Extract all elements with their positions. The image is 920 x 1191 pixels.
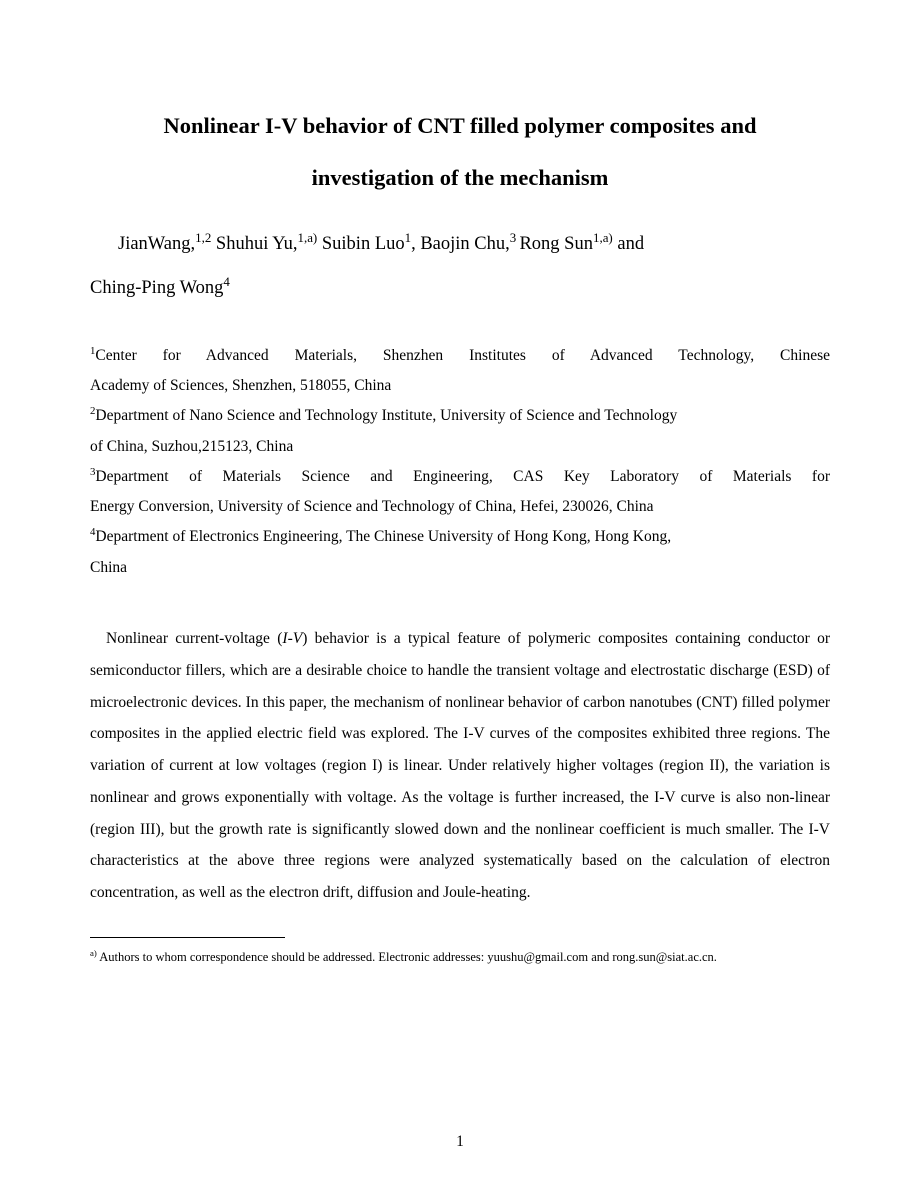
affiliation-2-line2: of China, Suzhou,215123, China — [90, 432, 830, 462]
affiliation-1-line1: 1Center for Advanced Materials, Shenzhen… — [90, 341, 830, 371]
aff-2-text1: Department of Nano Science and Technolog… — [95, 407, 677, 424]
abstract-text-b: ) behavior is a typical feature of polym… — [90, 630, 830, 901]
affiliation-2-line1: 2Department of Nano Science and Technolo… — [90, 401, 830, 431]
footnote-block: a) Authors to whom correspondence should… — [90, 946, 830, 967]
abstract-block: Nonlinear current-voltage (I-V) behavior… — [90, 623, 830, 909]
authors-line-1: JianWang,1,2 Shuhui Yu,1,a) Suibin Luo1,… — [90, 222, 830, 267]
authors-block: JianWang,1,2 Shuhui Yu,1,a) Suibin Luo1,… — [90, 222, 830, 311]
footnote-text: Authors to whom correspondence should be… — [97, 950, 717, 964]
title-line-1: Nonlinear I-V behavior of CNT filled pol… — [90, 100, 830, 152]
author-5-sup: 1,a) — [593, 230, 613, 245]
author-3-name: Suibin Luo — [322, 234, 405, 254]
author-4-sup: 3 — [510, 230, 520, 245]
author-6-name: Ching-Ping Wong — [90, 278, 223, 298]
authors-line-2: Ching-Ping Wong4 — [90, 266, 830, 311]
author-6-sup: 4 — [223, 274, 229, 289]
affiliation-3-line2: Energy Conversion, University of Science… — [90, 492, 830, 522]
aff-1-text1: Center for Advanced Materials, Shenzhen … — [95, 347, 830, 364]
abstract-text-iv: I-V — [282, 630, 302, 647]
affiliations-block: 1Center for Advanced Materials, Shenzhen… — [90, 341, 830, 583]
footnote-separator — [90, 937, 285, 938]
aff-4-text1: Department of Electronics Engineering, T… — [95, 529, 671, 546]
author-2-sup: 1,a) — [297, 230, 317, 245]
title-line-2: investigation of the mechanism — [90, 152, 830, 204]
affiliation-3-line1: 3Department of Materials Science and Eng… — [90, 462, 830, 492]
author-5-post: and — [613, 234, 644, 254]
page-number: 1 — [456, 1133, 464, 1151]
paper-title: Nonlinear I-V behavior of CNT filled pol… — [90, 100, 830, 204]
affiliation-1-line2: Academy of Sciences, Shenzhen, 518055, C… — [90, 371, 830, 401]
abstract-text-a: Nonlinear current-voltage ( — [106, 630, 282, 647]
author-1-sup: 1,2 — [195, 230, 211, 245]
author-1-name: JianWang, — [118, 234, 195, 254]
footnote-sup: a) — [90, 948, 97, 958]
affiliation-4-line2: China — [90, 553, 830, 583]
aff-3-text1: Department of Materials Science and Engi… — [95, 468, 830, 485]
author-4-name: , Baojin Chu, — [411, 234, 510, 254]
author-5-name: Rong Sun — [519, 234, 593, 254]
author-2-name: Shuhui Yu, — [216, 234, 298, 254]
affiliation-4-line1: 4Department of Electronics Engineering, … — [90, 522, 830, 552]
